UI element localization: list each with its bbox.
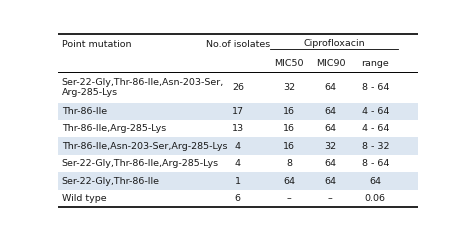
Text: –: – <box>327 194 332 203</box>
Text: Ser-22-Gly,Thr-86-Ile: Ser-22-Gly,Thr-86-Ile <box>62 177 159 185</box>
Text: Thr-86-Ile,Arg-285-Lys: Thr-86-Ile,Arg-285-Lys <box>62 124 165 133</box>
Text: 64: 64 <box>324 83 336 92</box>
Text: 13: 13 <box>231 124 244 133</box>
Text: 4: 4 <box>234 142 240 151</box>
Text: 16: 16 <box>282 142 294 151</box>
Text: Point mutation: Point mutation <box>62 40 131 49</box>
Text: 6: 6 <box>234 194 240 203</box>
Text: 26: 26 <box>232 83 243 92</box>
Text: No.of isolates: No.of isolates <box>205 40 269 49</box>
Text: 8: 8 <box>285 159 291 168</box>
Text: range: range <box>361 59 388 68</box>
Text: 64: 64 <box>324 124 336 133</box>
Text: Ser-22-Gly,Thr-86-Ile,Arg-285-Lys: Ser-22-Gly,Thr-86-Ile,Arg-285-Lys <box>62 159 218 168</box>
Text: 16: 16 <box>282 124 294 133</box>
Text: 0.06: 0.06 <box>364 194 385 203</box>
Text: MIC90: MIC90 <box>315 59 344 68</box>
Text: Thr-86-Ile,Asn-203-Ser,Arg-285-Lys: Thr-86-Ile,Asn-203-Ser,Arg-285-Lys <box>62 142 226 151</box>
Text: 4: 4 <box>234 159 240 168</box>
Text: 64: 64 <box>324 107 336 116</box>
Text: 64: 64 <box>324 159 336 168</box>
Bar <box>58 137 417 155</box>
Text: 8 - 64: 8 - 64 <box>361 159 388 168</box>
Text: 64: 64 <box>369 177 381 185</box>
Text: 32: 32 <box>324 142 336 151</box>
Text: 4 - 64: 4 - 64 <box>361 124 388 133</box>
Text: Ciprofloxacin: Ciprofloxacin <box>302 39 364 48</box>
Text: 64: 64 <box>282 177 294 185</box>
Text: 8 - 64: 8 - 64 <box>361 83 388 92</box>
Text: Ser-22-Gly,Thr-86-Ile,Asn-203-Ser,
Arg-285-Lys: Ser-22-Gly,Thr-86-Ile,Asn-203-Ser, Arg-2… <box>62 77 223 97</box>
Text: 8 - 32: 8 - 32 <box>361 142 388 151</box>
Text: 1: 1 <box>234 177 240 185</box>
Text: 64: 64 <box>324 177 336 185</box>
Text: MIC50: MIC50 <box>274 59 303 68</box>
Text: 4 - 64: 4 - 64 <box>361 107 388 116</box>
Text: –: – <box>286 194 291 203</box>
Text: 17: 17 <box>232 107 243 116</box>
Text: 16: 16 <box>282 107 294 116</box>
Text: Thr-86-Ile: Thr-86-Ile <box>62 107 106 116</box>
Bar <box>58 103 417 120</box>
Bar <box>58 172 417 190</box>
Text: Wild type: Wild type <box>62 194 106 203</box>
Text: 32: 32 <box>282 83 294 92</box>
